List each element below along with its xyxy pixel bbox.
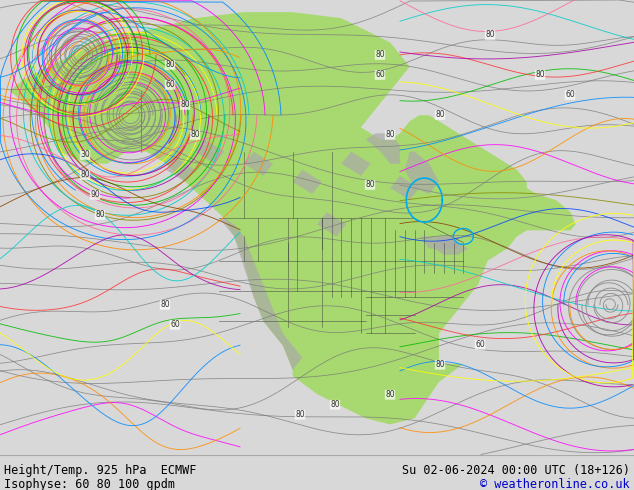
Text: 30: 30 [80,150,90,159]
Text: 80: 80 [485,30,495,40]
Text: 80: 80 [535,71,545,79]
Text: 80: 80 [435,360,445,369]
Polygon shape [166,158,195,182]
Polygon shape [420,237,458,248]
Text: Height/Temp. 925 hPa  ECMWF: Height/Temp. 925 hPa ECMWF [4,464,197,477]
Polygon shape [404,151,439,194]
Text: 80: 80 [330,400,340,409]
Text: 80: 80 [365,180,375,190]
Polygon shape [244,151,273,176]
Text: 80: 80 [385,130,395,140]
Polygon shape [293,170,322,194]
Text: Isophyse: 60 80 100 gpdm: Isophyse: 60 80 100 gpdm [4,478,175,490]
Text: 80: 80 [165,60,175,70]
Text: 80: 80 [160,300,170,309]
Polygon shape [390,176,420,200]
Text: 60: 60 [165,80,175,90]
Text: 80: 80 [375,50,385,59]
Text: 80: 80 [385,390,395,399]
Text: 80: 80 [80,171,90,179]
Text: 90: 90 [90,191,100,199]
Polygon shape [341,151,371,176]
Text: 80: 80 [95,210,105,220]
Polygon shape [195,140,224,164]
Polygon shape [434,237,468,255]
Text: 60: 60 [565,91,575,99]
Text: 80: 80 [435,110,445,120]
Text: 60: 60 [475,340,485,349]
Text: 60: 60 [375,71,385,79]
Polygon shape [366,133,400,164]
Polygon shape [317,212,346,237]
Text: Su 02-06-2024 00:00 UTC (18+126): Su 02-06-2024 00:00 UTC (18+126) [402,464,630,477]
Text: © weatheronline.co.uk: © weatheronline.co.uk [481,478,630,490]
Polygon shape [10,12,576,424]
Text: 60: 60 [170,320,180,329]
Text: 80: 80 [295,410,305,419]
Text: 80: 80 [180,100,190,109]
Text: 80: 80 [190,130,200,140]
Polygon shape [219,218,302,370]
